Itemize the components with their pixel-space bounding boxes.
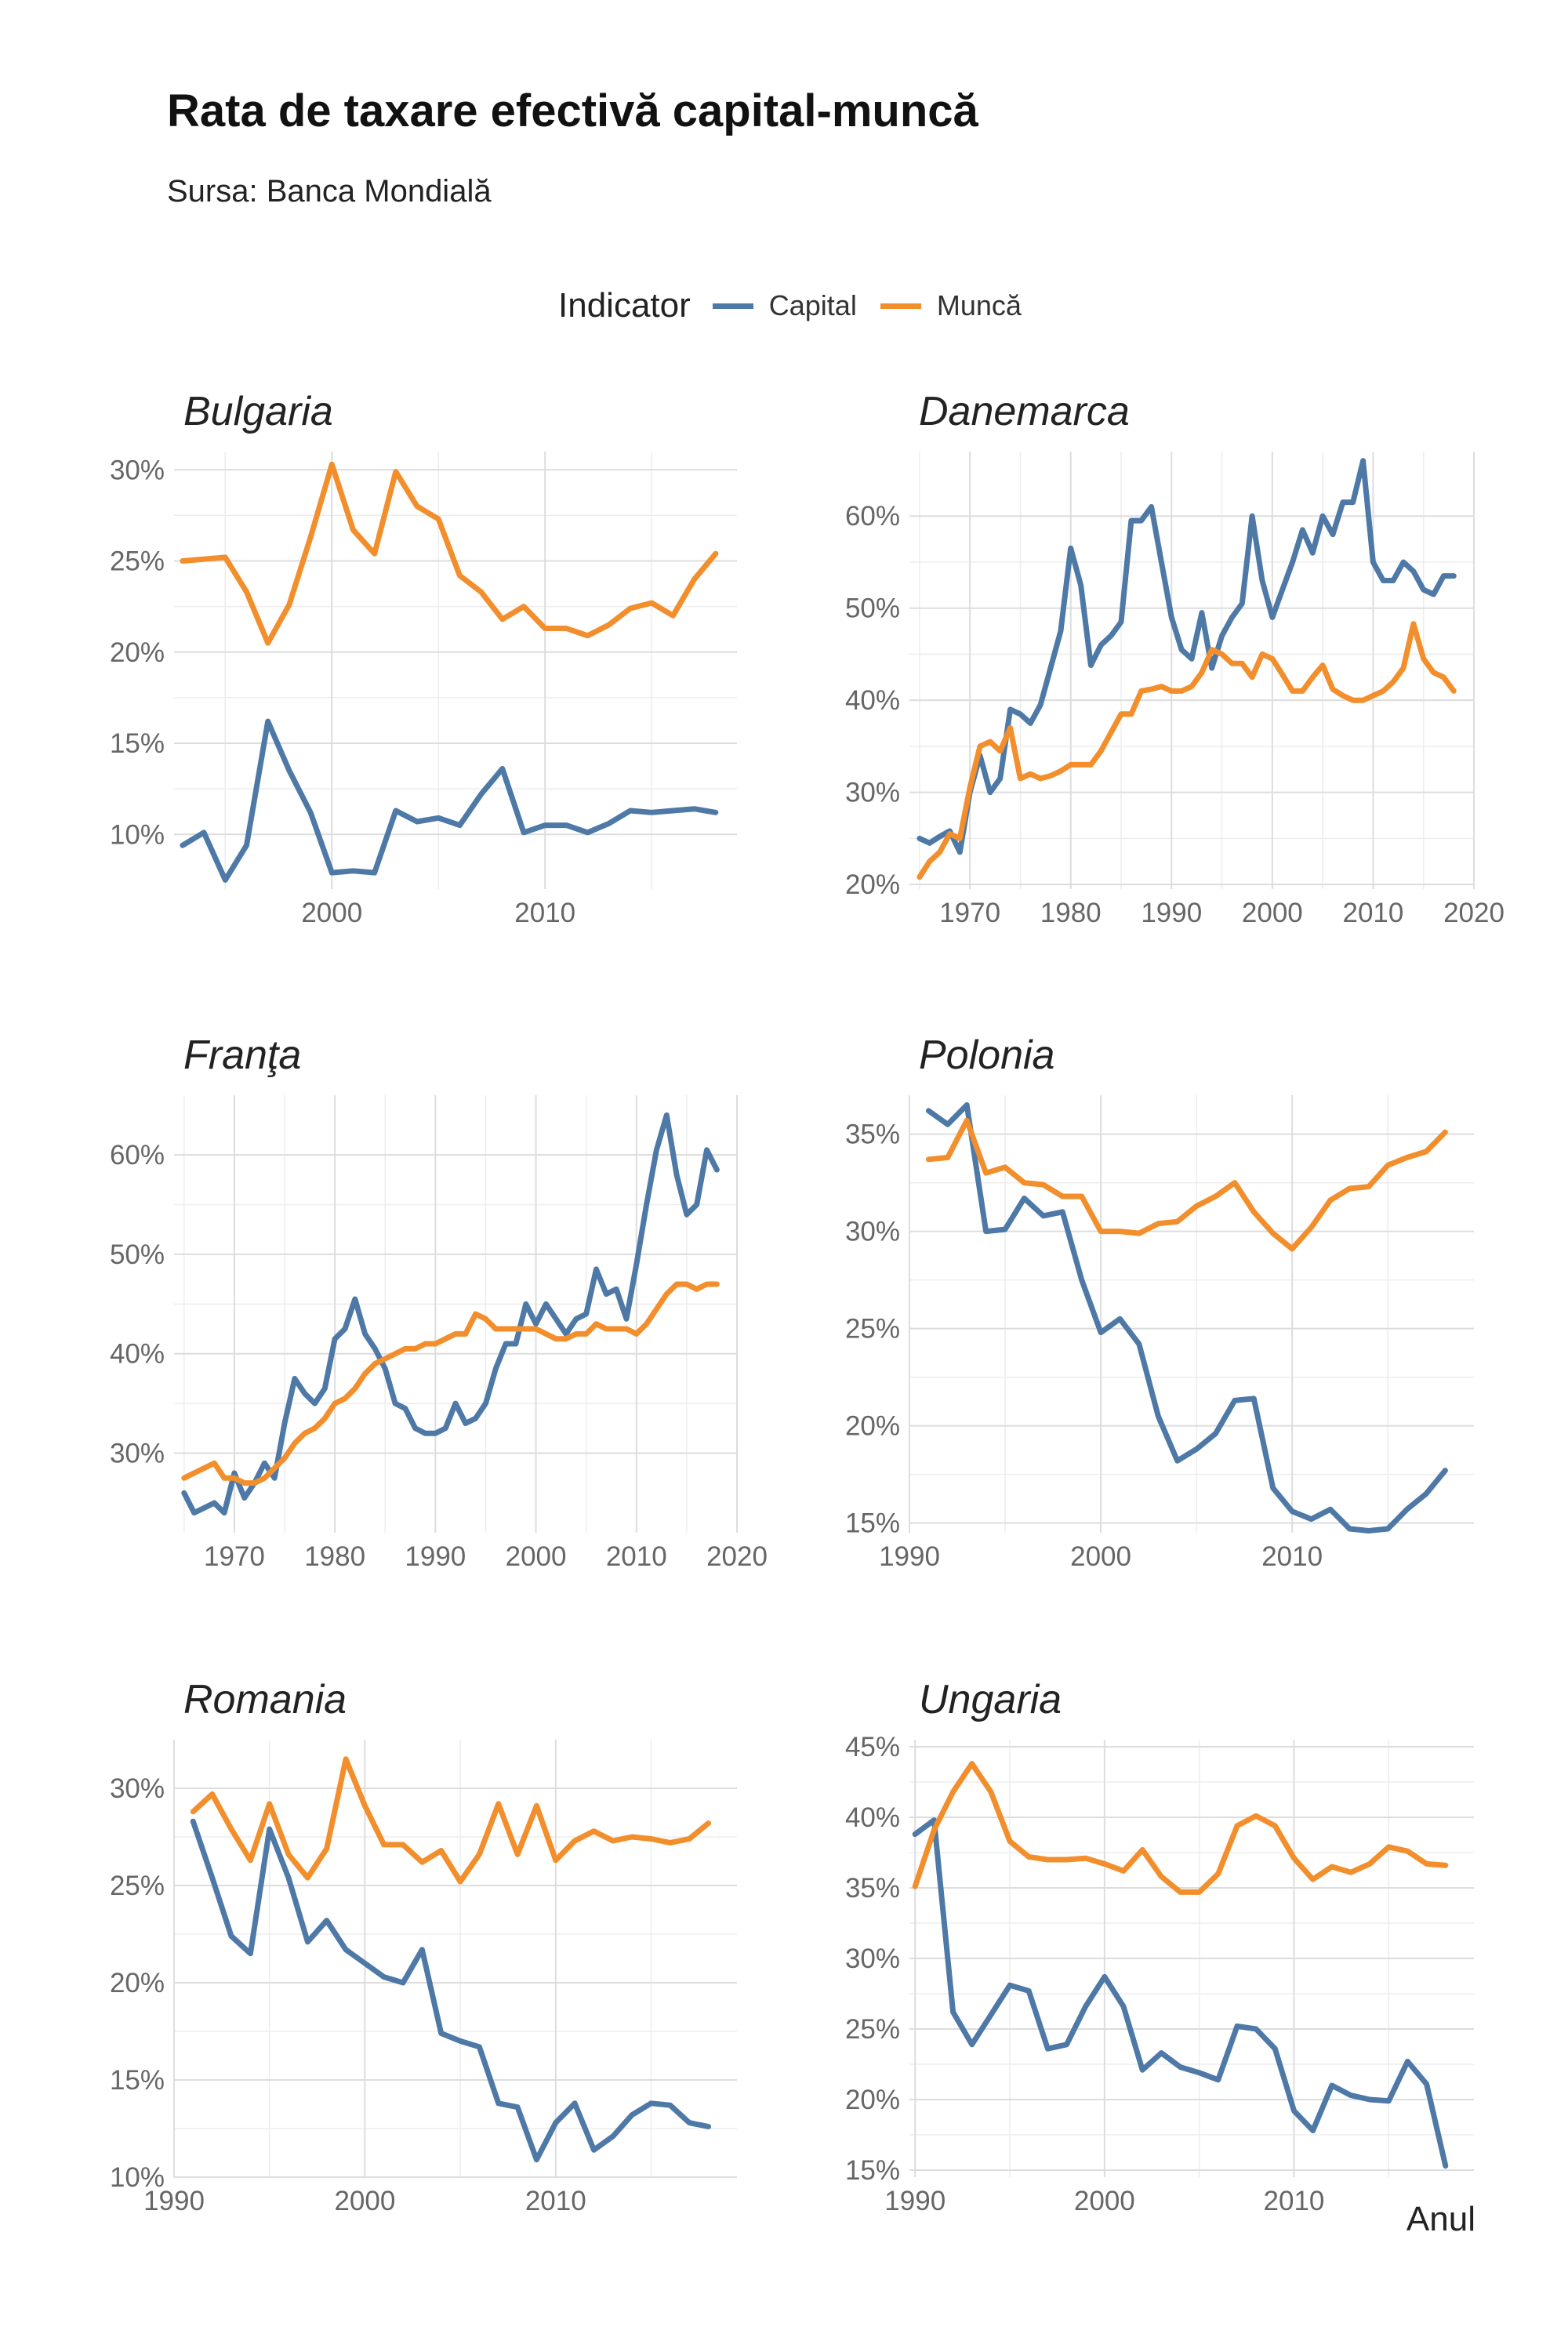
y-tick-label: 30% [110, 455, 165, 485]
y-tick-label: 15% [845, 2155, 900, 2186]
series-line-munca [925, 1117, 1448, 1252]
y-tick-label: 30% [845, 1217, 900, 1247]
x-tick-label: 2020 [1443, 898, 1504, 928]
y-tick-label: 25% [845, 1314, 900, 1345]
y-tick-label: 40% [110, 1339, 165, 1370]
facet-panel-1: 10% 15% 20% 25% 30% 2000 2010 Bulgaria [110, 389, 737, 928]
x-tick-label: 1990 [405, 1541, 466, 1572]
y-tick-label: 20% [845, 1411, 900, 1442]
chart-subtitle: Sursa: Banca Mondială [167, 174, 492, 209]
y-tick-label: 20% [845, 869, 900, 900]
x-tick-label: 2010 [514, 898, 575, 928]
x-tick-label: 2010 [606, 1541, 667, 1572]
legend: Indicator Capital Muncă [558, 282, 1045, 329]
x-tick-label: 2010 [1342, 898, 1403, 928]
y-tick-label: 25% [110, 1871, 165, 1901]
x-tick-label: 1990 [884, 2186, 946, 2216]
series-line-munca [180, 461, 719, 646]
legend-item-munca: Muncă [880, 289, 1022, 322]
y-tick-label: 35% [845, 1873, 900, 1904]
series-line-capital [912, 1817, 1449, 2169]
x-tick-label: 2000 [1074, 2186, 1135, 2216]
legend-swatch-munca [880, 303, 921, 309]
series-line-capital [181, 1112, 720, 1516]
y-tick-label: 30% [845, 1944, 900, 1974]
series-line-munca [181, 1281, 720, 1486]
x-tick-label: 2020 [706, 1541, 768, 1572]
x-tick-label: 1970 [204, 1541, 265, 1572]
x-tick-label: 2000 [506, 1541, 567, 1572]
y-tick-label: 10% [110, 819, 165, 850]
legend-swatch-capital [712, 303, 753, 309]
series-line-munca [190, 1756, 711, 1885]
panel-title: Danemarca [919, 389, 1130, 434]
y-tick-label: 35% [845, 1120, 900, 1150]
y-tick-label: 15% [110, 728, 165, 759]
y-tick-label: 40% [845, 685, 900, 716]
series-line-munca [912, 1761, 1449, 1895]
y-tick-label: 20% [110, 637, 165, 668]
x-tick-label: 1980 [304, 1541, 365, 1572]
y-tick-label: 40% [845, 1802, 900, 1833]
y-tick-label: 20% [845, 2085, 900, 2115]
x-tick-label: 1990 [143, 2186, 205, 2216]
x-tick-label: 2000 [334, 2186, 395, 2216]
y-tick-label: 30% [110, 1439, 165, 1469]
series-line-capital [180, 718, 719, 883]
x-tick-label: 2010 [1261, 1541, 1323, 1572]
x-tick-label: 1990 [1141, 898, 1202, 928]
y-tick-label: 10% [110, 2162, 165, 2193]
facet-panel-6: 15% 20% 25% 30% 35% 40% 45% 1990 2000 2010 Ungaria [845, 1677, 1474, 2216]
legend-label-capital: Capital [768, 289, 857, 321]
panel-title: Romania [183, 1677, 347, 1722]
facet-panel-2: 20% 30% 40% 50% 60% 1970 1980 1990 2000 2010 2020 D… [845, 389, 1504, 928]
x-tick-label: 2010 [1264, 2186, 1325, 2216]
x-tick-label: 2010 [525, 2186, 586, 2216]
y-tick-label: 30% [845, 778, 900, 808]
x-tick-label: 2000 [1242, 898, 1303, 928]
series-line-capital [925, 1102, 1448, 1534]
panel-title: Polonia [919, 1033, 1054, 1078]
panel-title: Franţa [183, 1033, 301, 1078]
y-tick-label: 60% [845, 501, 900, 532]
y-tick-label: 50% [110, 1240, 165, 1270]
y-tick-label: 20% [110, 1968, 165, 1998]
y-tick-label: 25% [110, 546, 165, 577]
legend-item-capital: Capital [712, 289, 857, 322]
y-tick-label: 60% [110, 1140, 165, 1171]
series-line-capital [916, 458, 1457, 855]
series-line-munca [916, 621, 1457, 880]
legend-title: Indicator [558, 286, 691, 325]
y-tick-label: 15% [845, 1508, 900, 1539]
panel-title: Bulgaria [183, 389, 333, 434]
facet-panel-3: 30% 40% 50% 60% 1970 1980 1990 2000 2010 2020 Fran… [110, 1033, 768, 1572]
y-tick-label: 30% [110, 1773, 165, 1804]
panel-title: Ungaria [919, 1677, 1062, 1722]
y-tick-label: 25% [845, 2014, 900, 2045]
chart-title: Rata de taxare efectivă capital-muncă [167, 85, 978, 136]
x-tick-label: 1970 [939, 898, 1000, 928]
x-axis-label: Anul [1406, 2200, 1475, 2238]
x-tick-label: 1980 [1040, 898, 1102, 928]
x-tick-label: 2000 [301, 898, 362, 928]
y-tick-label: 15% [110, 2065, 165, 2096]
x-tick-label: 1990 [879, 1541, 940, 1572]
x-tick-label: 2000 [1070, 1541, 1131, 1572]
facet-panel-5: 10% 15% 20% 25% 30% 1990 2000 2010 Romania [110, 1677, 737, 2216]
y-tick-label: 45% [845, 1732, 900, 1762]
facet-panel-4: 15% 20% 25% 30% 35% 1990 2000 2010 Polonia [845, 1033, 1474, 1572]
legend-label-munca: Muncă [936, 289, 1022, 321]
y-tick-label: 50% [845, 593, 900, 624]
series-line-capital [190, 1818, 711, 2163]
